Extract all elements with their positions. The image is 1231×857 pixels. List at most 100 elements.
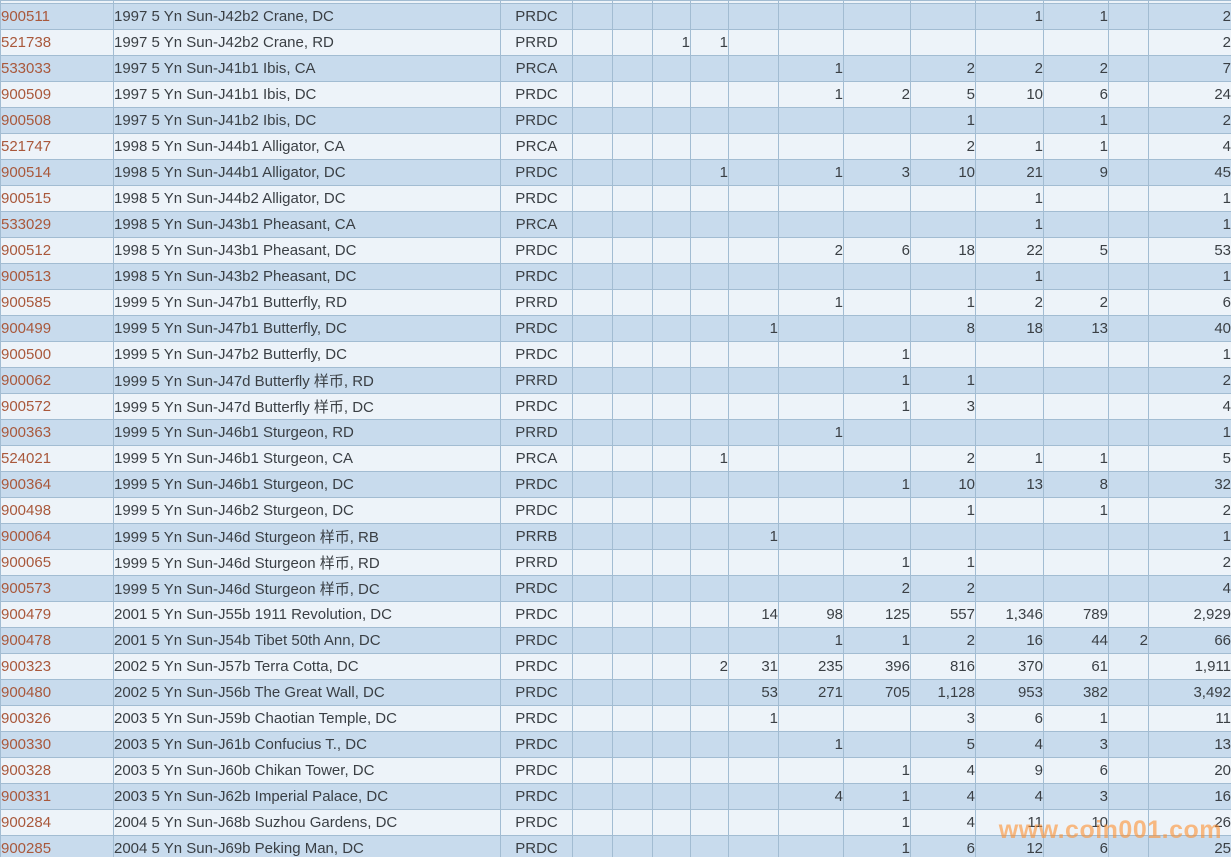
grade-count-cell [652,705,691,732]
grade-count-cell [843,3,911,30]
grade-count-cell [572,211,613,238]
designation-code-cell: PRDC [500,653,573,680]
grade-count-cell: 1 [843,627,911,654]
cert-id-link[interactable]: 900323 [0,653,114,680]
cert-id-link[interactable]: 900285 [0,835,114,857]
grade-count-cell: 1 [1043,497,1109,524]
grade-count-cell: 2 [910,133,976,160]
table-row: 900513 1998 5 Yn Sun-J43b2 Pheasant, DC PR… [0,263,1231,290]
cert-id-link[interactable]: 521747 [0,133,114,160]
cert-id-link[interactable]: 900478 [0,627,114,654]
total-count-cell: 26 [1148,809,1231,836]
grade-count-cell [690,523,729,550]
table-row: 900478 2001 5 Yn Sun-J54b Tibet 50th Ann,… [0,627,1231,654]
grade-count-cell [1108,471,1149,498]
grade-count-cell [690,419,729,446]
cert-id-link[interactable]: 521738 [0,29,114,56]
table-row: 900515 1998 5 Yn Sun-J44b2 Alligator, DC P… [0,185,1231,212]
grade-count-cell [728,445,779,472]
table-row: 900065 1999 5 Yn Sun-J46d Sturgeon 样币, RD… [0,549,1231,576]
grade-count-cell [612,211,653,238]
cert-id-link[interactable]: 900062 [0,367,114,394]
cert-id-link[interactable]: 900498 [0,497,114,524]
coin-description-cell: 2003 5 Yn Sun-J59b Chaotian Temple, DC [113,705,501,732]
cert-id-link[interactable]: 900479 [0,601,114,628]
grade-count-cell: 22 [975,237,1044,264]
grade-count-cell [728,497,779,524]
grade-count-cell [572,653,613,680]
total-count-cell: 2 [1148,3,1231,30]
grade-count-cell [572,237,613,264]
grade-count-cell [1043,263,1109,290]
total-count-cell: 11 [1148,705,1231,732]
grade-count-cell [1108,237,1149,264]
grade-count-cell [572,29,613,56]
grade-count-cell [728,549,779,576]
cert-id-link[interactable]: 900508 [0,107,114,134]
total-count-cell: 1 [1148,263,1231,290]
cert-id-link[interactable]: 900330 [0,731,114,758]
cert-id-link[interactable]: 900573 [0,575,114,602]
cert-id-link[interactable]: 900500 [0,341,114,368]
coin-description-cell: 1998 5 Yn Sun-J44b1 Alligator, DC [113,159,501,186]
coin-description-cell: 1997 5 Yn Sun-J41b2 Ibis, DC [113,107,501,134]
total-count-cell: 66 [1148,627,1231,654]
total-count-cell: 1 [1148,211,1231,238]
cert-id-link[interactable]: 533033 [0,55,114,82]
coin-description-cell: 1999 5 Yn Sun-J46b1 Sturgeon, DC [113,471,501,498]
grade-count-cell: 1 [728,523,779,550]
grade-count-cell [843,133,911,160]
grade-count-cell [652,185,691,212]
grade-count-cell [690,185,729,212]
grade-count-cell: 2 [975,55,1044,82]
designation-code-cell: PRDC [500,575,573,602]
cert-id-link[interactable]: 900326 [0,705,114,732]
cert-id-link[interactable]: 900284 [0,809,114,836]
total-count-cell: 16 [1148,783,1231,810]
cert-id-link[interactable]: 900328 [0,757,114,784]
cert-id-link[interactable]: 900513 [0,263,114,290]
cert-id-link[interactable]: 900065 [0,549,114,576]
table-row: 900511 1997 5 Yn Sun-J42b2 Crane, DC PRDC 1… [0,3,1231,30]
cert-id-link[interactable]: 900511 [0,3,114,30]
coin-description-cell: 1998 5 Yn Sun-J44b2 Alligator, DC [113,185,501,212]
grade-count-cell [690,367,729,394]
grade-count-cell: 3 [843,159,911,186]
grade-count-cell: 2 [910,575,976,602]
grade-count-cell [1043,393,1109,420]
total-count-cell: 45 [1148,159,1231,186]
grade-count-cell [728,55,779,82]
grade-count-cell [652,419,691,446]
cert-id-link[interactable]: 900514 [0,159,114,186]
grade-count-cell [652,497,691,524]
cert-id-link[interactable]: 900499 [0,315,114,342]
cert-id-link[interactable]: 900515 [0,185,114,212]
grade-count-cell [1043,549,1109,576]
designation-code-cell: PRDC [500,393,573,420]
grade-count-cell [1108,185,1149,212]
cert-id-link[interactable]: 900364 [0,471,114,498]
cert-id-link[interactable]: 900064 [0,523,114,550]
grade-count-cell: 4 [778,783,844,810]
grade-count-cell [690,263,729,290]
grade-count-cell [728,185,779,212]
cert-id-link[interactable]: 900363 [0,419,114,446]
grade-count-cell: 1 [778,731,844,758]
cert-id-link[interactable]: 900585 [0,289,114,316]
cert-id-link[interactable]: 900331 [0,783,114,810]
cert-id-link[interactable]: 900480 [0,679,114,706]
grade-count-cell [1108,705,1149,732]
total-count-cell: 6 [1148,289,1231,316]
cert-id-link[interactable]: 533029 [0,211,114,238]
grade-count-cell [975,549,1044,576]
grade-count-cell [778,549,844,576]
cert-id-link[interactable]: 900512 [0,237,114,264]
grade-count-cell [652,757,691,784]
cert-id-link[interactable]: 900509 [0,81,114,108]
cert-id-link[interactable]: 900572 [0,393,114,420]
cert-id-link[interactable]: 524021 [0,445,114,472]
table-row: 900330 2003 5 Yn Sun-J61b Confucius T., D… [0,731,1231,758]
grade-count-cell: 1 [1043,3,1109,30]
coin-description-cell: 1999 5 Yn Sun-J46b1 Sturgeon, CA [113,445,501,472]
